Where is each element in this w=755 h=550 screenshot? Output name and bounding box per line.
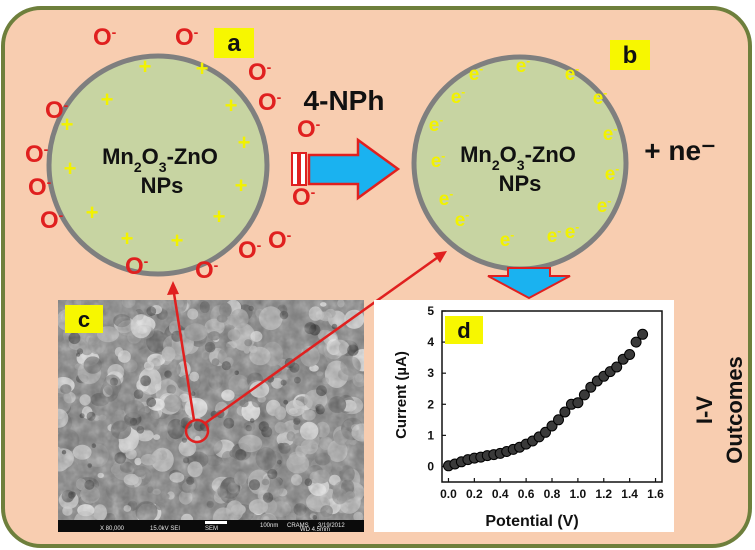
data-point: [637, 328, 649, 340]
anion-charge: O-: [40, 207, 64, 234]
pointer-lines: [167, 251, 447, 444]
anion-charge: O-: [25, 141, 49, 168]
svg-text:b: b: [623, 42, 638, 69]
reactant-label: 4-NPh: [304, 85, 385, 116]
cation-charge: +: [238, 130, 251, 155]
y-tick-label: 4: [427, 335, 434, 349]
anion-charge: O-: [93, 24, 117, 51]
anion-charge: O-: [248, 59, 272, 86]
x-tick-label: 1.0: [570, 487, 587, 501]
particle-a: + ++ ++++++ ++ + O- O-O-O-O-O-O-O-O-O-O-O-O- O…: [25, 24, 321, 284]
cation-charge: +: [64, 156, 77, 181]
sem-info-date: 3/19/2012: [318, 523, 345, 529]
panel-label-c: c: [65, 305, 103, 333]
product-label: + ne⁻: [644, 135, 716, 166]
down-arrow: [487, 267, 571, 300]
particle-b: e-e-e-e-e-e-e-e-e-e-e-e-e-e-e- Mn2O3-ZnO…: [411, 54, 629, 272]
y-tick-label: 5: [427, 304, 434, 318]
cation-charge: +: [235, 173, 248, 198]
anion-charge: O-: [195, 257, 219, 284]
data-point: [540, 426, 551, 438]
anion-charge: O-: [125, 253, 149, 280]
anion-charge: O-: [28, 174, 52, 201]
x-tick-label: 0.4: [492, 487, 509, 501]
sem-info-voltage: 15.0kV SEI: [150, 526, 180, 532]
panel-label-b: b: [610, 40, 650, 70]
data-point: [578, 389, 590, 401]
y-tick-label: 3: [427, 366, 434, 380]
sem-info-lab: CRAMS: [287, 523, 309, 529]
particle-b-nps: NPs: [499, 171, 542, 196]
sem-image: X 80,000 15.0kV SEI SEM 100nm CRAMS 3/19…: [58, 300, 364, 533]
data-point: [624, 349, 636, 360]
outcome-label-iv: I-V: [692, 396, 717, 424]
svg-text:a: a: [227, 30, 241, 57]
cation-charge: +: [61, 112, 74, 137]
x-tick-label: 1.4: [621, 487, 638, 501]
data-point: [630, 336, 642, 348]
outcome-label-outcomes: Outcomes: [722, 356, 747, 464]
reaction-arrow: [291, 137, 401, 201]
x-tick-label: 0.2: [466, 487, 483, 501]
x-tick-label: 1.6: [647, 487, 664, 501]
sem-info-detector: SEM: [205, 526, 218, 532]
anion-charge: O-: [258, 89, 282, 116]
anion-charge: O-: [238, 237, 262, 264]
y-tick-label: 0: [427, 459, 434, 473]
sem-info-scale: 100nm: [260, 523, 278, 529]
anion-charge: O-: [175, 24, 199, 51]
cation-charge: +: [196, 56, 209, 81]
sem-info-wd: WD 4.5mm: [300, 527, 330, 533]
x-tick-label: 0.8: [544, 487, 561, 501]
cation-charges: + ++ ++++++ ++ +: [61, 54, 251, 253]
particle-b-name: Mn2O3-ZnO: [460, 142, 576, 173]
y-tick-label: 1: [427, 428, 434, 442]
anion-charge: O-: [268, 227, 292, 254]
cation-charge: +: [101, 87, 114, 112]
chart-y-label: Current (µA): [393, 351, 410, 439]
cation-charge: +: [139, 54, 152, 79]
data-point: [572, 397, 584, 409]
cation-charge: +: [86, 200, 99, 225]
cation-charge: +: [171, 228, 184, 253]
svg-text:d: d: [457, 318, 470, 343]
particle-a-circle: [46, 53, 270, 277]
data-point: [553, 414, 564, 426]
anion-charge: O-: [45, 97, 69, 124]
anion-charge: O-: [297, 116, 321, 143]
y-tick-label: 2: [427, 397, 434, 411]
data-point: [559, 406, 571, 418]
x-tick-label: 0.6: [518, 487, 535, 501]
sem-info-magnification: X 80,000: [100, 526, 125, 532]
x-tick-label: 1.2: [595, 487, 612, 501]
chart-x-label: Potential (V): [485, 513, 578, 530]
particle-a-name: Mn2O3-ZnO: [102, 144, 218, 175]
data-point: [611, 361, 623, 373]
x-tick-label: 0.0: [440, 487, 457, 501]
cation-charge: +: [213, 204, 226, 229]
cation-charge: +: [225, 93, 238, 118]
iv-chart: 0.0 0.2 0.4 0.6 0.8 1.0 1.2 1.4 1.6 0 1 2 3 4 5 Potent…: [374, 300, 674, 532]
svg-text:c: c: [78, 307, 90, 332]
panel-label-d: d: [445, 316, 483, 344]
anion-charges: O- O-O-O-O-O-O-O-O-O-O-O-O- O-: [25, 24, 321, 284]
particle-a-nps: NPs: [141, 173, 184, 198]
anion-charge: O-: [292, 184, 316, 211]
cation-charge: +: [121, 226, 134, 251]
panel-label-a: a: [214, 28, 254, 58]
